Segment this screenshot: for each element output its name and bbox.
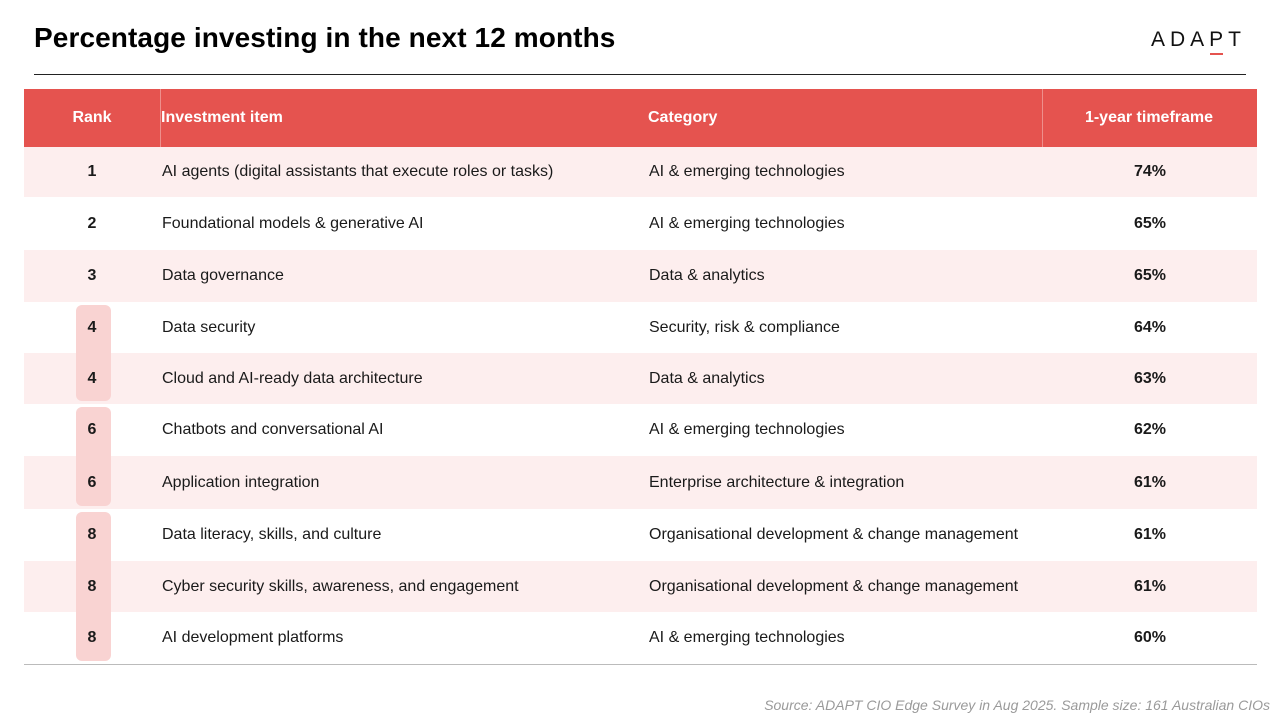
table-row: 6 Application integration Enterprise archi…	[24, 456, 1257, 509]
timeframe-value-cell: 64%	[1133, 318, 1167, 336]
category-cell: Data & analytics	[649, 267, 765, 284]
timeframe-value-cell: 61%	[1133, 526, 1167, 543]
timeframe-value-cell: 65%	[1133, 214, 1167, 232]
investment-item-cell: Application integration	[162, 473, 320, 491]
investment-item-cell: Data literacy, skills, and culture	[162, 526, 382, 543]
category-cell: AI & emerging technologies	[649, 629, 845, 646]
timeframe-value-cell: 61%	[1133, 577, 1167, 595]
header-timeframe: 1-year timeframe	[1084, 109, 1214, 126]
header-category: Category	[648, 109, 718, 126]
rank-cell: 6	[87, 473, 97, 491]
table-row: 4 Cloud and AI-ready data architecture Dat…	[24, 353, 1257, 404]
category-cell: Data & analytics	[649, 369, 765, 387]
rank-cell: 8	[87, 629, 97, 646]
investment-item-cell: AI development platforms	[162, 629, 344, 646]
table-row: 8 Data literacy, skills, and culture Organ…	[24, 509, 1257, 561]
header-rank: Rank	[72, 109, 112, 126]
rank-cell: 8	[87, 526, 97, 543]
table-row: 8 Cyber security skills, awareness, and e…	[24, 561, 1257, 612]
investment-item-cell: Foundational models & generative AI	[162, 214, 424, 232]
rank-cell: 8	[87, 577, 97, 595]
timeframe-value-cell: 65%	[1133, 267, 1167, 284]
table-bottom-rule	[24, 664, 1257, 665]
investment-item-cell: Data security	[162, 318, 256, 336]
source-note: Source: ADAPT CIO Edge Survey in Aug 202…	[764, 697, 1270, 713]
category-cell: Security, risk & compliance	[649, 318, 840, 336]
category-cell: Enterprise architecture & integration	[649, 473, 905, 491]
rank-cell: 3	[87, 267, 97, 284]
rank-cell: 1	[87, 163, 97, 180]
adapt-logo: ADAPT	[1150, 28, 1246, 55]
category-cell: Organisational development & change mana…	[649, 526, 1019, 543]
rank-cell: 4	[87, 318, 97, 336]
tied-rank-highlight	[76, 305, 111, 401]
rank-cell: 4	[87, 369, 97, 387]
investment-item-cell: Chatbots and conversational AI	[162, 421, 384, 438]
rank-cell: 6	[87, 421, 97, 438]
header-separator	[1042, 89, 1043, 147]
category-cell: AI & emerging technologies	[649, 214, 845, 232]
table-row: 4 Data security Security, risk & complianc…	[24, 302, 1257, 353]
table-row: 3 Data governance Data & analytics 65%	[24, 250, 1257, 302]
category-cell: AI & emerging technologies	[649, 163, 845, 180]
investment-item-cell: AI agents (digital assistants that execu…	[162, 163, 554, 180]
table-row: 2 Foundational models & generative AI AI &…	[24, 197, 1257, 250]
table-header: Rank Investment item Category 1-year tim…	[24, 89, 1257, 147]
category-cell: AI & emerging technologies	[649, 421, 845, 438]
table-row: 1 AI agents (digital assistants that exec…	[24, 147, 1257, 197]
header-investment-item: Investment item	[161, 109, 283, 126]
category-cell: Organisational development & change mana…	[649, 577, 1019, 595]
ranking-table: Rank Investment item Category 1-year tim…	[24, 89, 1257, 665]
tied-rank-highlight	[76, 407, 111, 506]
table-row: 6 Chatbots and conversational AI AI & emer…	[24, 404, 1257, 456]
investment-item-cell: Data governance	[162, 267, 284, 284]
timeframe-value-cell: 62%	[1133, 421, 1167, 438]
title-divider	[34, 74, 1246, 75]
timeframe-value-cell: 61%	[1133, 473, 1167, 491]
timeframe-value-cell: 74%	[1133, 163, 1167, 180]
rank-cell: 2	[87, 214, 97, 232]
investment-item-cell: Cyber security skills, awareness, and en…	[162, 577, 519, 595]
tied-rank-highlight	[76, 512, 111, 661]
header-separator	[160, 89, 161, 147]
table-body: 1 AI agents (digital assistants that exec…	[24, 147, 1257, 664]
timeframe-value-cell: 60%	[1133, 629, 1167, 646]
table-row: 8 AI development platforms AI & emerging t…	[24, 612, 1257, 664]
timeframe-value-cell: 63%	[1133, 369, 1167, 387]
page-title: Percentage investing in the next 12 mont…	[34, 22, 616, 53]
investment-item-cell: Cloud and AI-ready data architecture	[162, 369, 423, 387]
